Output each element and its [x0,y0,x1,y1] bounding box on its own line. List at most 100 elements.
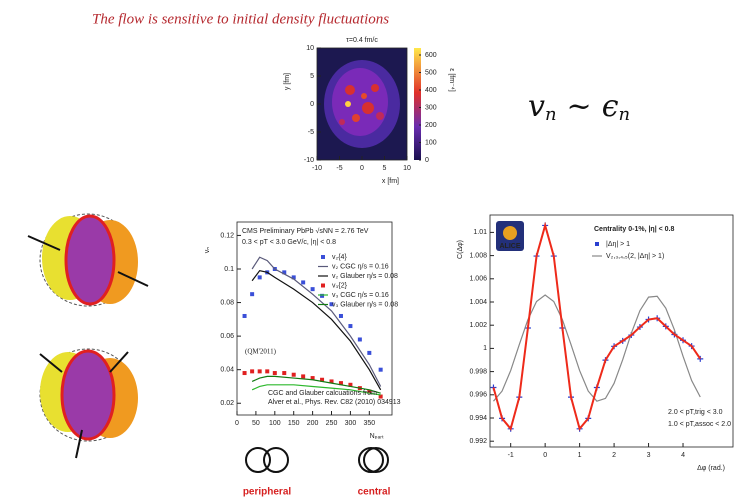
plot-frame [489,214,734,448]
x-tick-label: 10 [403,165,411,172]
y-tick-label: 0 [310,101,314,108]
point [310,376,315,381]
series-line [251,375,381,394]
series-line [492,221,702,431]
point [250,369,255,374]
point [329,379,334,384]
point [301,280,306,285]
point [301,374,306,379]
y-tick-label: 1.004 [469,299,487,306]
x-axis-label: x [fm] [382,178,399,185]
point [310,287,315,292]
point [242,371,247,376]
formula-part: ~ [567,89,592,124]
x-tick-label: -1 [508,452,514,459]
point [320,377,325,382]
point [250,292,255,297]
colorbar-tick-label: 300 [425,104,437,111]
colorbar-tick-label: 400 [425,87,437,94]
x-tick-label: 0 [360,165,364,172]
legend-swatch [321,283,325,288]
formula-part: ϵ [602,89,619,124]
y-tick-label: 0.12 [220,232,234,239]
formula-part: n [545,104,557,125]
chart-title: τ=0.4 fm/c [346,37,378,44]
y-tick-label: -5 [308,129,314,136]
legend-label: v₂ Glauber η/s = 0.08 [332,273,398,280]
annotation: Alver et al., Phys. Rev. C82 (2010) 0349… [268,399,401,406]
plot-frame [236,221,393,416]
formula-part: v [528,89,545,124]
y-tick-label: 1.008 [469,252,487,259]
colorbar-tick-label: 0 [425,157,429,164]
x-tick-label: 1 [578,452,582,459]
legend-label: v₂ CGC η/s = 0.16 [332,263,389,270]
colorbar-tick-label: 200 [425,122,437,129]
point [329,302,334,307]
y-axis-label: C(Δφ) [457,240,464,259]
logo-mark [503,226,517,240]
x-tick-label: 300 [345,420,357,427]
y-axis-label: vₙ [204,247,211,254]
y-axis-label: y [fm] [284,73,291,90]
point [378,367,383,372]
logo-text: ALICE [500,243,521,250]
y-tick-label: 1.01 [473,229,487,236]
x-axis-label: Nₚₐᵣₜ [370,433,384,440]
y-tick-label: 1.006 [469,276,487,283]
x-tick-label: 3 [647,452,651,459]
point [291,275,296,280]
y-tick-label: 0.994 [469,415,487,422]
annotation: 0.3 < pT < 3.0 GeV/c, |η| < 0.8 [242,239,336,246]
collision-cartoon [27,213,149,459]
y-tick-label: -10 [304,157,314,164]
slide-title: The flow is sensitive to initial density… [92,11,389,27]
x-tick-label: 0 [543,452,547,459]
colorbar-tick-label: 500 [425,69,437,76]
point [282,371,287,376]
x-tick-label: 5 [383,165,387,172]
density-map [317,48,407,160]
x-tick-label: 0 [235,420,239,427]
point [338,381,343,386]
y-tick-label: 1 [483,345,487,352]
x-tick-label: 50 [252,420,260,427]
y-tick-label: 0.06 [220,333,234,340]
x-tick-label: 100 [269,420,281,427]
series-line [251,384,381,396]
colorbar-label: ε [fm⁻⁴] [448,68,455,91]
x-tick-label: 350 [363,420,375,427]
annotation: (QM'2011) [245,348,277,356]
x-tick-label: 250 [326,420,338,427]
x-tick-label: 200 [307,420,319,427]
y-tick-label: 0.04 [220,367,234,374]
legend-label: |Δη| > 1 [606,241,630,248]
annotation: 1.0 < pT,assoc < 2.0 [668,421,731,428]
formula-part: n [619,104,631,125]
y-tick-label: 10 [306,45,314,52]
x-axis-label: Δφ (rad.) [697,465,725,472]
x-tick-label: -5 [336,165,342,172]
y-tick-label: 0.998 [469,368,487,375]
colorbar [414,48,421,160]
point [367,389,372,394]
legend-label: v₃ CGC η/s = 0.16 [332,292,389,299]
y-tick-label: 5 [310,73,314,80]
y-tick-label: 0.08 [220,299,234,306]
point [348,382,353,387]
point [257,275,262,280]
legend-label: v₃{2} [332,282,348,289]
chart-title: Centrality 0-1%, |η| < 0.8 [594,226,674,233]
point [257,369,262,374]
point [348,324,353,329]
y-tick-label: 0.1 [224,266,234,273]
peripheral-label: peripheral [243,487,292,498]
legend-swatch [321,255,325,259]
annotation: CMS Preliminary PbPb √sNN = 2.76 TeV [242,227,369,235]
point [357,337,362,342]
y-tick-label: 1.002 [469,322,487,329]
x-tick-label: -10 [312,165,322,172]
legend-label: V₂,₃,₄,₅(2, |Δη| > 1) [606,253,664,260]
x-tick-label: 2 [612,452,616,459]
point [282,270,287,275]
